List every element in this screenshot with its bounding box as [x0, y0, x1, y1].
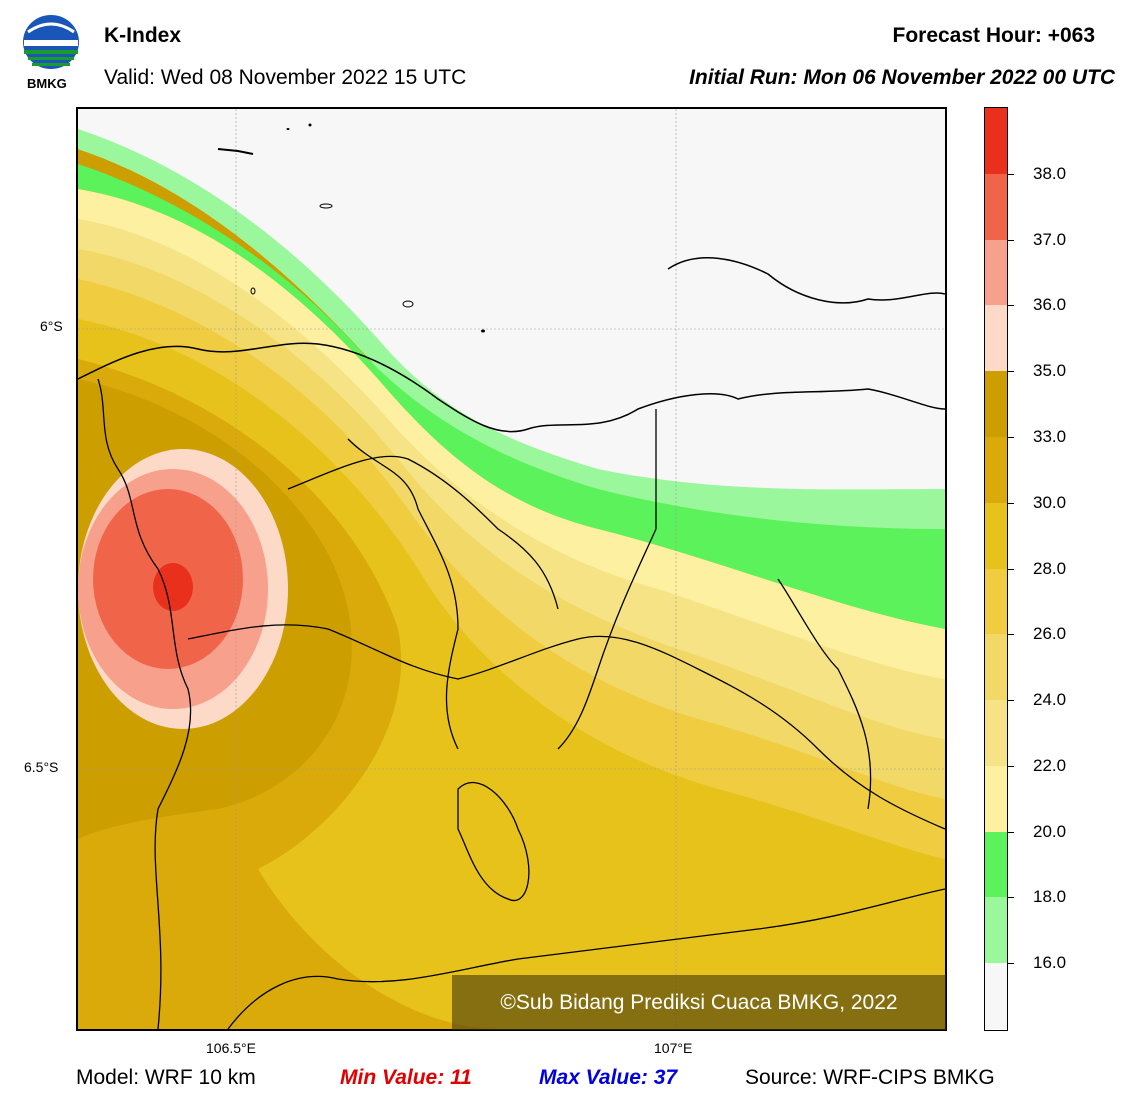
colorbar-tick-label: 37.0	[1033, 229, 1067, 249]
source-info: Source: WRF-CIPS BMKG	[745, 1066, 995, 1089]
colorbar-segment	[985, 634, 1007, 701]
colorbar-segment	[985, 765, 1007, 833]
k-index-field	[78, 109, 945, 1029]
colorbar-tick-label: 30.0	[1033, 492, 1067, 512]
colorbar-segment	[985, 371, 1007, 438]
colorbar-tick-mark	[1008, 634, 1014, 636]
colorbar-tick-label: 26.0	[1033, 624, 1067, 644]
colorbar-segment	[985, 108, 1007, 175]
valid-time: Valid: Wed 08 November 2022 15 UTC	[104, 66, 467, 89]
colorbar-tick-mark	[1008, 502, 1014, 504]
colorbar-segment	[985, 897, 1007, 964]
colorbar-tick-label: 18.0	[1033, 887, 1067, 907]
max-value: Max Value: 37	[539, 1066, 678, 1089]
colorbar-tick-label: 16.0	[1033, 953, 1067, 973]
colorbar-segment	[985, 502, 1007, 569]
chart-title: K-Index	[104, 24, 182, 47]
min-value: Min Value: 11	[340, 1066, 472, 1089]
colorbar-tick-label: 36.0	[1033, 295, 1067, 315]
forecast-hour: Forecast Hour: +063	[892, 24, 1096, 47]
colorbar-tick-mark	[1008, 173, 1014, 175]
colorbar-tick-label: 35.0	[1033, 361, 1067, 381]
lat-label-6s: 6°S	[40, 318, 63, 334]
colorbar-tick-mark	[1008, 963, 1014, 965]
model-info: Model: WRF 10 km	[76, 1066, 256, 1089]
colorbar-tick-mark	[1008, 831, 1014, 833]
colorbar-segment	[985, 239, 1007, 306]
colorbar-segment	[985, 173, 1007, 241]
copyright-notice: ©Sub Bidang Prediksi Cuaca BMKG, 2022	[452, 975, 946, 1030]
colorbar-tick-label: 33.0	[1033, 426, 1067, 446]
lat-label-6-5s: 6.5°S	[24, 759, 59, 775]
map-area	[76, 107, 947, 1031]
colorbar-tick-mark	[1008, 765, 1014, 767]
colorbar-tick-mark	[1008, 239, 1014, 241]
colorbar-segment	[985, 436, 1007, 504]
colorbar-tick-mark	[1008, 305, 1014, 307]
colorbar-tick-label: 28.0	[1033, 558, 1067, 578]
colorbar-segment	[985, 700, 1007, 767]
colorbar-segment	[985, 568, 1007, 635]
colorbar-segment	[985, 963, 1007, 1030]
colorbar-tick-mark	[1008, 436, 1014, 438]
colorbar-tick-label: 22.0	[1033, 755, 1067, 775]
bmkg-logo-icon	[23, 15, 79, 69]
colorbar-tick-label: 20.0	[1033, 821, 1067, 841]
colorbar-segment	[985, 305, 1007, 372]
colorbar	[984, 107, 1008, 1031]
logo-text: BMKG	[27, 76, 67, 91]
colorbar-tick-mark	[1008, 371, 1014, 373]
colorbar-tick-label: 24.0	[1033, 690, 1067, 710]
colorbar-tick-label: 38.0	[1033, 163, 1067, 183]
colorbar-tick-mark	[1008, 897, 1014, 899]
initial-run: Initial Run: Mon 06 November 2022 00 UTC	[689, 66, 1115, 89]
colorbar-segment	[985, 831, 1007, 898]
lon-label-106-5e: 106.5°E	[206, 1040, 256, 1056]
colorbar-tick-mark	[1008, 568, 1014, 570]
colorbar-tick-mark	[1008, 700, 1014, 702]
bmkg-logo	[20, 12, 82, 92]
lon-label-107e: 107°E	[654, 1040, 693, 1056]
